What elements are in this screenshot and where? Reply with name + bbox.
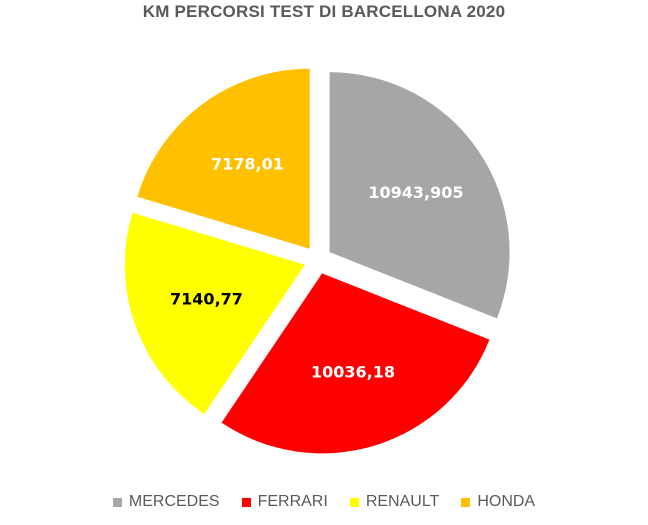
chart-legend: MERCEDES FERRARI RENAULT HONDA [0, 493, 648, 511]
legend-label: MERCEDES [128, 493, 220, 510]
pie-chart: 10943,905 10036,18 7140,77 7178,01 [124, 68, 510, 454]
legend-swatch [112, 497, 122, 507]
legend-item-ferrari: FERRARI [241, 493, 328, 511]
legend-item-honda: HONDA [461, 493, 535, 511]
pie-slice-mercedes [329, 72, 510, 319]
legend-item-renault: RENAULT [349, 493, 440, 511]
data-label-renault: 7140,77 [170, 289, 243, 308]
legend-swatch [241, 497, 251, 507]
pie-slice-renault [124, 212, 305, 414]
legend-label: HONDA [477, 493, 536, 510]
pie-slice-ferrari [221, 273, 490, 454]
data-label-mercedes: 10943,905 [368, 183, 463, 202]
legend-swatch [461, 497, 471, 507]
data-label-honda: 7178,01 [211, 154, 284, 173]
legend-item-mercedes: MERCEDES [112, 493, 220, 511]
legend-label: FERRARI [257, 493, 328, 510]
pie-slice-honda [137, 68, 310, 249]
legend-swatch [349, 497, 359, 507]
chart-title: KM PERCORSI TEST DI BARCELLONA 2020 [142, 2, 506, 21]
legend-label: RENAULT [365, 493, 440, 510]
data-label-ferrari: 10036,18 [311, 363, 395, 382]
